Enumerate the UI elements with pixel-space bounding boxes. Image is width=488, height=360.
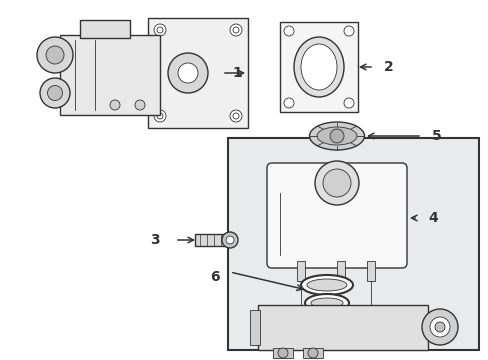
Circle shape: [37, 37, 73, 73]
Text: 6: 6: [210, 270, 220, 284]
Circle shape: [343, 26, 353, 36]
Bar: [296, 261, 305, 281]
Circle shape: [323, 169, 350, 197]
Circle shape: [46, 46, 64, 64]
Circle shape: [157, 27, 163, 33]
Circle shape: [421, 309, 457, 345]
Circle shape: [178, 63, 198, 83]
Circle shape: [284, 26, 293, 36]
Circle shape: [314, 161, 358, 205]
Ellipse shape: [305, 294, 348, 312]
Circle shape: [284, 98, 293, 108]
Circle shape: [135, 100, 145, 110]
Circle shape: [222, 232, 238, 248]
Text: 5: 5: [431, 129, 441, 143]
Ellipse shape: [310, 298, 342, 308]
Circle shape: [278, 348, 287, 358]
Ellipse shape: [306, 279, 346, 291]
Text: 4: 4: [427, 211, 437, 225]
Bar: [303, 348, 323, 358]
Circle shape: [225, 236, 234, 244]
Bar: [195, 234, 232, 246]
Circle shape: [434, 322, 444, 332]
Bar: [227, 138, 478, 350]
Ellipse shape: [309, 122, 364, 150]
Circle shape: [154, 24, 165, 36]
Circle shape: [157, 113, 163, 119]
Circle shape: [154, 110, 165, 122]
Text: 3: 3: [150, 233, 160, 247]
Bar: [366, 261, 374, 281]
Text: 2: 2: [383, 60, 393, 74]
Bar: [272, 348, 292, 358]
Circle shape: [429, 317, 449, 337]
Bar: [148, 18, 247, 128]
Bar: [60, 35, 160, 115]
Circle shape: [329, 129, 343, 143]
Circle shape: [343, 98, 353, 108]
Ellipse shape: [301, 275, 352, 295]
Circle shape: [307, 348, 317, 358]
Ellipse shape: [316, 127, 356, 145]
Circle shape: [229, 110, 242, 122]
Ellipse shape: [293, 37, 343, 97]
Bar: [258, 305, 427, 350]
Ellipse shape: [301, 44, 336, 90]
Circle shape: [47, 86, 62, 100]
Circle shape: [110, 100, 120, 110]
Bar: [280, 22, 357, 112]
FancyBboxPatch shape: [266, 163, 406, 268]
Bar: [249, 310, 260, 345]
Bar: [336, 261, 345, 281]
Bar: [80, 20, 130, 38]
Circle shape: [40, 78, 70, 108]
Circle shape: [232, 27, 239, 33]
Circle shape: [229, 24, 242, 36]
Circle shape: [232, 113, 239, 119]
Text: 1: 1: [231, 66, 241, 80]
Circle shape: [168, 53, 207, 93]
